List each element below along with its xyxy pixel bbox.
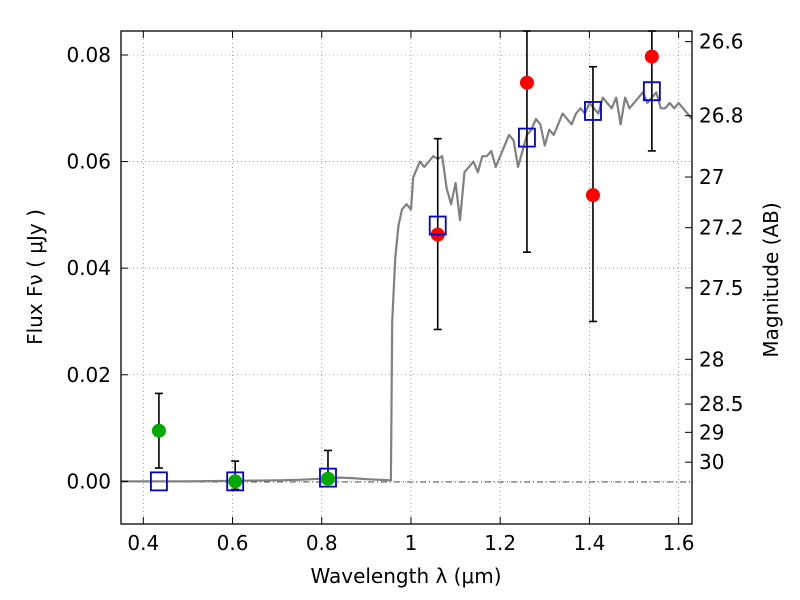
model-sed-path	[121, 91, 693, 483]
error-bars	[154, 30, 656, 491]
model-photometry-point	[642, 81, 661, 102]
model-photometry-point	[428, 215, 447, 236]
y2-tick-label: 28.5	[699, 392, 744, 416]
y2-tick-label: 30	[699, 450, 724, 474]
y2-tick-label: 27	[699, 165, 724, 189]
y-tick-label: 0.06	[66, 150, 111, 174]
x-tick-label: 0.8	[306, 531, 338, 555]
data-point	[320, 471, 335, 486]
y-axis-label: Flux Fν ( μJy )	[23, 209, 47, 345]
y-tick-label: 0.08	[66, 43, 111, 67]
model-photometry-point	[150, 471, 168, 492]
x-tick-label: 1	[405, 531, 418, 555]
y-tick-label: 0.04	[66, 256, 111, 280]
model-sed-line	[121, 91, 693, 483]
x-tick-label: 0.4	[127, 531, 159, 555]
x-tick-label: 1.6	[663, 531, 695, 555]
x-axis-label: Wavelength λ (μm)	[310, 564, 501, 588]
axis-ticks: 0.4 0.6 0.8 1 1.2 1.4 1.6 0.00 0.02 0.04 0.06 0.08 2…	[66, 30, 743, 555]
y2-tick-label: 28	[699, 347, 724, 371]
data-point	[151, 423, 166, 438]
data-markers	[150, 49, 661, 492]
data-point	[585, 188, 600, 203]
x-tick-label: 0.6	[217, 531, 249, 555]
model-photometry-point	[319, 467, 337, 488]
y-tick-label: 0.02	[66, 363, 111, 387]
x-tick-label: 1.2	[484, 531, 516, 555]
grid-lines	[121, 31, 692, 524]
data-point	[644, 49, 659, 64]
plot-frame	[120, 30, 693, 525]
model-photometry-point	[518, 127, 536, 148]
model-photometry-point	[584, 101, 602, 121]
y2-tick-label: 26.8	[699, 104, 744, 128]
x-tick-label: 1.4	[573, 531, 605, 555]
y2-tick-label: 27.2	[699, 216, 744, 240]
model-photometry-point	[226, 471, 245, 492]
y-tick-label: 0.00	[66, 469, 111, 493]
y2-tick-label: 27.5	[699, 276, 744, 300]
y2-tick-label: 29	[699, 420, 724, 444]
data-point	[228, 474, 243, 489]
y2-axis-label: Magnitude (AB)	[759, 202, 783, 357]
y2-tick-label: 26.6	[699, 30, 744, 54]
data-point	[519, 75, 534, 90]
